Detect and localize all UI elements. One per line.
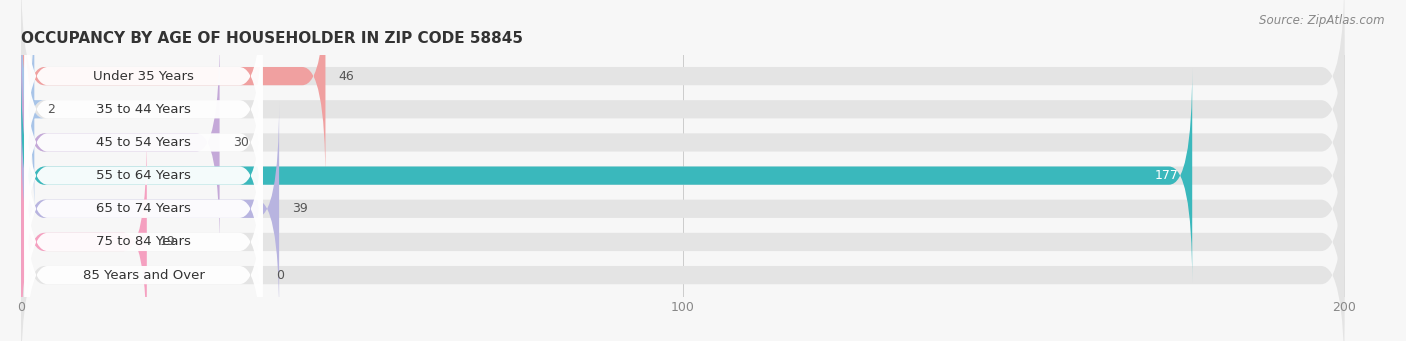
Text: 19: 19: [160, 235, 176, 249]
Text: 177: 177: [1156, 169, 1180, 182]
Text: 85 Years and Over: 85 Years and Over: [83, 269, 204, 282]
FancyBboxPatch shape: [24, 0, 263, 183]
FancyBboxPatch shape: [11, 2, 44, 216]
FancyBboxPatch shape: [24, 2, 263, 216]
FancyBboxPatch shape: [21, 69, 1192, 283]
FancyBboxPatch shape: [24, 102, 263, 316]
FancyBboxPatch shape: [24, 135, 263, 341]
FancyBboxPatch shape: [24, 168, 263, 341]
Text: 65 to 74 Years: 65 to 74 Years: [96, 202, 191, 215]
Text: 30: 30: [233, 136, 249, 149]
FancyBboxPatch shape: [21, 0, 1344, 183]
Text: 46: 46: [339, 70, 354, 83]
FancyBboxPatch shape: [21, 2, 1344, 216]
Text: 2: 2: [48, 103, 55, 116]
FancyBboxPatch shape: [24, 69, 263, 283]
FancyBboxPatch shape: [21, 69, 1344, 283]
Text: 45 to 54 Years: 45 to 54 Years: [96, 136, 191, 149]
Text: Source: ZipAtlas.com: Source: ZipAtlas.com: [1260, 14, 1385, 27]
Text: 0: 0: [276, 269, 284, 282]
Text: 75 to 84 Years: 75 to 84 Years: [96, 235, 191, 249]
FancyBboxPatch shape: [21, 35, 1344, 249]
Text: 39: 39: [292, 202, 308, 215]
FancyBboxPatch shape: [21, 168, 1344, 341]
FancyBboxPatch shape: [21, 102, 1344, 316]
FancyBboxPatch shape: [21, 135, 1344, 341]
FancyBboxPatch shape: [21, 102, 280, 316]
Text: 55 to 64 Years: 55 to 64 Years: [96, 169, 191, 182]
FancyBboxPatch shape: [21, 135, 146, 341]
Text: Under 35 Years: Under 35 Years: [93, 70, 194, 83]
FancyBboxPatch shape: [24, 35, 263, 249]
FancyBboxPatch shape: [21, 0, 325, 183]
FancyBboxPatch shape: [21, 35, 219, 249]
Text: OCCUPANCY BY AGE OF HOUSEHOLDER IN ZIP CODE 58845: OCCUPANCY BY AGE OF HOUSEHOLDER IN ZIP C…: [21, 31, 523, 46]
Text: 35 to 44 Years: 35 to 44 Years: [96, 103, 191, 116]
